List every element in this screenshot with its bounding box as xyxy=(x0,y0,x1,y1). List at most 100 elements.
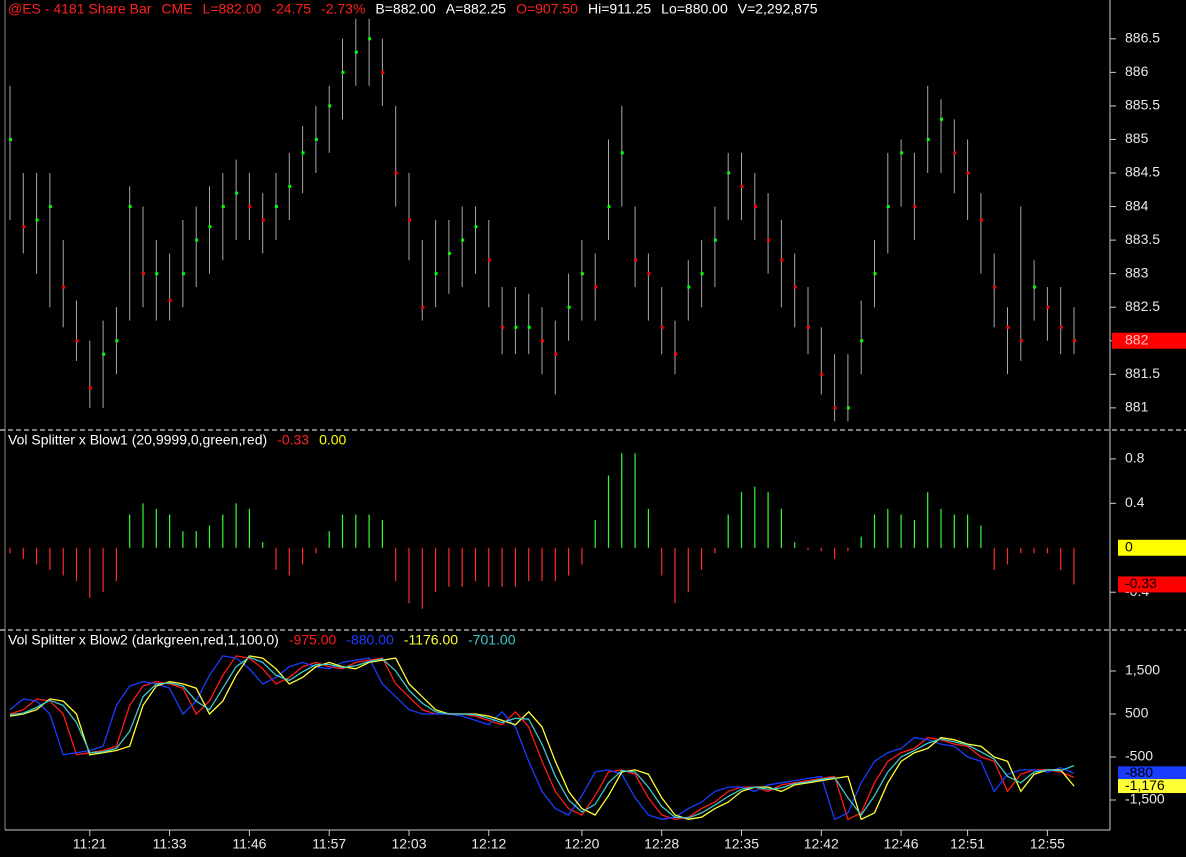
close-mark xyxy=(793,285,797,289)
close-mark xyxy=(421,305,425,309)
close-mark xyxy=(767,238,771,242)
close-mark xyxy=(1073,339,1076,343)
close-mark xyxy=(341,70,345,74)
value-marker-label: -880 xyxy=(1125,764,1153,780)
header-text: A=882.25 xyxy=(446,1,507,17)
x-tick-label: 12:42 xyxy=(804,836,839,852)
close-mark xyxy=(288,184,292,188)
close-mark xyxy=(142,272,145,276)
close-mark xyxy=(900,151,904,155)
close-mark xyxy=(9,137,12,141)
close-mark xyxy=(354,50,358,54)
close-mark xyxy=(620,151,624,155)
close-mark xyxy=(607,205,611,209)
series-line xyxy=(9,655,1075,821)
x-tick-label: 11:57 xyxy=(312,836,346,852)
close-mark xyxy=(740,184,744,188)
close-mark xyxy=(235,191,239,195)
close-mark xyxy=(594,285,598,289)
y-tick-label: 500 xyxy=(1125,705,1149,721)
close-mark xyxy=(301,151,305,155)
last-price-box xyxy=(1112,332,1186,349)
close-mark xyxy=(35,218,39,222)
y-tick-label: 1,500 xyxy=(1125,662,1160,678)
header-text: L=882.00 xyxy=(203,1,262,17)
close-mark xyxy=(447,252,451,256)
close-mark xyxy=(1059,325,1063,329)
close-mark xyxy=(394,171,398,175)
close-mark xyxy=(660,325,664,329)
x-tick-label: 12:28 xyxy=(644,836,679,852)
y-tick-label: 886.5 xyxy=(1125,30,1160,46)
close-mark xyxy=(780,258,784,262)
header-text: B=882.00 xyxy=(375,1,436,17)
close-mark xyxy=(62,285,66,289)
close-mark xyxy=(461,238,465,242)
x-tick-label: 11:21 xyxy=(73,836,107,852)
close-mark xyxy=(514,325,518,329)
y-tick-label: 883.5 xyxy=(1125,231,1160,247)
close-mark xyxy=(501,325,505,329)
y-tick-label: -1,500 xyxy=(1125,791,1165,807)
close-mark xyxy=(368,37,372,41)
close-mark xyxy=(926,137,930,141)
x-tick-label: 12:51 xyxy=(950,836,985,852)
close-mark xyxy=(913,205,917,209)
close-mark xyxy=(328,104,332,108)
header-text: Vol Splitter x Blow1 (20,9999,0,green,re… xyxy=(8,432,267,448)
x-tick-label: 12:03 xyxy=(391,836,426,852)
close-mark xyxy=(208,225,212,229)
close-mark xyxy=(541,339,544,343)
x-tick-label: 12:46 xyxy=(884,836,919,852)
close-mark xyxy=(195,238,199,242)
header-text: O=907.50 xyxy=(516,1,578,17)
close-mark xyxy=(474,225,478,229)
close-mark xyxy=(647,272,651,276)
header-text: 0.00 xyxy=(319,432,346,448)
last-price-label: 882 xyxy=(1125,331,1149,347)
header-text: -1176.00 xyxy=(404,632,458,648)
y-tick-label: 881 xyxy=(1125,399,1149,415)
close-mark xyxy=(580,272,584,276)
header-text: -701.00 xyxy=(468,632,516,648)
close-mark xyxy=(940,117,943,121)
close-mark xyxy=(634,258,638,262)
close-mark xyxy=(554,352,558,356)
close-mark xyxy=(1006,325,1010,329)
header-text: Lo=880.00 xyxy=(661,1,728,17)
close-mark xyxy=(381,70,385,74)
close-mark xyxy=(873,272,877,276)
value-marker-label: -1,176 xyxy=(1125,777,1165,793)
close-mark xyxy=(408,218,411,222)
close-mark xyxy=(1046,305,1050,309)
y-tick-label: 0.4 xyxy=(1125,494,1145,510)
close-mark xyxy=(1019,339,1023,343)
close-mark xyxy=(22,225,26,229)
y-tick-label: 883 xyxy=(1125,264,1149,280)
header-text: CME xyxy=(161,1,192,17)
x-tick-label: 11:33 xyxy=(153,836,187,852)
close-mark xyxy=(155,272,159,276)
series-line xyxy=(9,655,1075,821)
close-mark xyxy=(527,325,531,329)
value-marker xyxy=(1118,576,1186,593)
close-mark xyxy=(181,272,185,276)
x-tick-label: 11:46 xyxy=(232,836,266,852)
y-tick-label: 884 xyxy=(1125,197,1149,213)
header-text: -0.33 xyxy=(277,432,309,448)
header-text: @ES - 4181 Share Bar xyxy=(8,1,152,17)
close-mark xyxy=(248,205,252,209)
close-mark xyxy=(700,272,704,276)
y-tick-label: 884.5 xyxy=(1125,164,1160,180)
close-mark xyxy=(966,171,970,175)
y-tick-label: -500 xyxy=(1125,748,1153,764)
close-mark xyxy=(846,406,850,410)
close-mark xyxy=(314,137,318,141)
close-mark xyxy=(687,285,691,289)
y-tick-label: 886 xyxy=(1125,63,1149,79)
close-mark xyxy=(1033,285,1037,289)
value-marker xyxy=(1118,779,1186,794)
